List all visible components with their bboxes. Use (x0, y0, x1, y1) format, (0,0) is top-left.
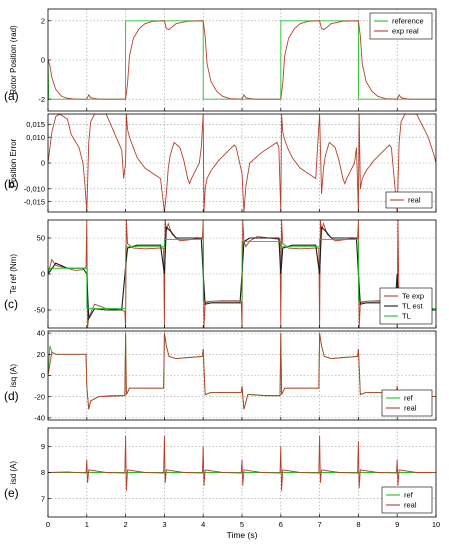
x-tick-label: 4 (201, 520, 205, 529)
legend-entry: real (408, 196, 421, 205)
legend-entry: ref (404, 491, 414, 500)
y-tick-label: -2 (38, 95, 45, 104)
y-tick-label: -0,010 (24, 184, 45, 193)
series-line-tl (48, 238, 436, 310)
legend: real (385, 191, 433, 209)
x-tick-label: 6 (279, 520, 283, 529)
panel-label: (c) (4, 297, 18, 311)
y-axis-label: isd (A) (9, 461, 18, 484)
y-tick-label: 9 (41, 442, 45, 451)
x-tick-label: 2 (124, 520, 128, 529)
y-tick-label: 50 (37, 234, 45, 243)
y-tick-label: 0 (41, 270, 45, 279)
y-tick-label: -0,015 (24, 197, 45, 206)
legend-box (381, 486, 433, 514)
x-tick-label: 10 (432, 520, 440, 529)
x-tick-label: 9 (395, 520, 399, 529)
series-line-real (48, 114, 436, 212)
y-tick-label: -50 (34, 306, 45, 315)
x-tick-label: 0 (46, 520, 50, 529)
y-axis-label: Te ref (Nm) (9, 254, 18, 294)
legend-entry: Te exp (402, 292, 424, 301)
panel-label: (d) (4, 389, 19, 403)
series-line-te-exp (48, 220, 436, 328)
y-axis-label: Position Error (9, 138, 18, 187)
y-tick-label: 7 (41, 494, 45, 503)
x-tick-label: 3 (162, 520, 166, 529)
y-axis-label: Rotor Position (rad) (9, 25, 18, 95)
y-tick-label: 8 (41, 468, 45, 477)
panel-label: (b) (4, 177, 19, 191)
y-tick-label: -40 (34, 413, 45, 422)
series-line-real (48, 435, 436, 491)
y-tick-label: 0,015 (26, 120, 45, 129)
x-tick-label: 5 (240, 520, 244, 529)
y-tick-label: 40 (37, 329, 45, 338)
panel-a: -2 0 2 Rotor Position (rad)(a) referenceexp … (4, 8, 437, 112)
x-tick-label: 1 (85, 520, 89, 529)
y-tick-label: 0 (41, 159, 45, 168)
y-axis-label: isq (A) (9, 364, 18, 387)
x-tick-label: 8 (356, 520, 360, 529)
legend-entry: reference (392, 17, 424, 26)
series-line-exp-real (48, 20, 436, 100)
x-tick-label: 7 (318, 520, 322, 529)
legend-box (385, 191, 433, 209)
series-line-real (48, 333, 436, 410)
legend-entry: real (404, 404, 417, 413)
legend-entry: TL est (402, 302, 423, 311)
y-tick-label: 20 (37, 350, 45, 359)
y-tick-label: 2 (41, 16, 45, 25)
legend-entry: exp real (392, 27, 419, 36)
panel-label: (e) (4, 486, 19, 500)
y-tick-label: 0 (41, 56, 45, 65)
y-tick-label: 0 (41, 371, 45, 380)
legend-entry: TL (402, 312, 411, 321)
legend-entry: real (404, 501, 417, 510)
panel-b: -0,015 -0,010 0 0,010 0,015 Position Error(b)… (4, 113, 437, 213)
panel-label: (a) (4, 89, 19, 103)
legend-box (381, 389, 433, 417)
legend-box (369, 12, 433, 40)
legend-entry: ref (404, 394, 414, 403)
y-tick-label: -20 (34, 392, 45, 401)
y-tick-label: 0,010 (26, 133, 45, 142)
x-axis-label: Time (s) (227, 530, 258, 540)
